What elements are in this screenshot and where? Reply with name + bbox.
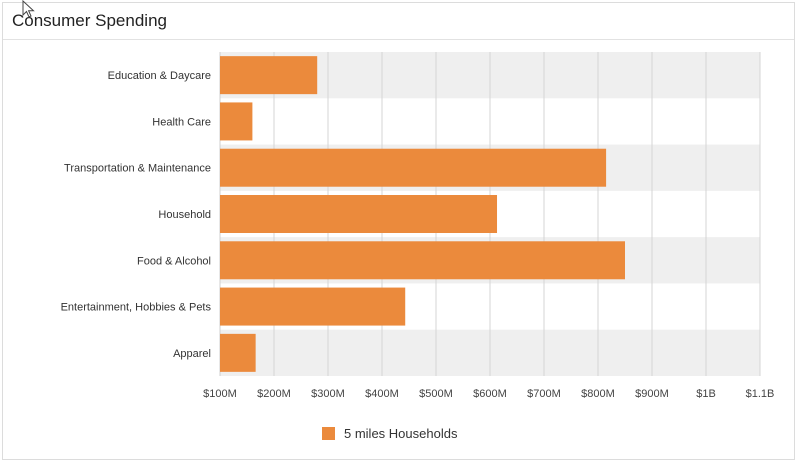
bar-chart: Education & Daycare Health Care Transporta… [61, 52, 774, 400]
x-axis-tick-labels: $100M $200M $300M $400M $500M $600M $700M $800M… [203, 388, 774, 400]
legend-swatch [322, 427, 335, 440]
x-tick-label: $200M [257, 388, 291, 400]
bar[interactable] [220, 287, 406, 326]
bar[interactable] [220, 56, 318, 95]
category-label: Entertainment, Hobbies & Pets [61, 302, 212, 314]
category-label: Health Care [152, 116, 211, 128]
x-tick-label: $500M [419, 388, 453, 400]
x-tick-label: $1B [696, 388, 716, 400]
category-label: Education & Daycare [108, 70, 211, 82]
category-label: Food & Alcohol [137, 255, 211, 267]
mouse-cursor-icon [22, 0, 35, 18]
category-label: Transportation & Maintenance [64, 163, 211, 175]
category-label: Apparel [173, 348, 211, 360]
bar[interactable] [220, 195, 498, 233]
x-tick-label: $700M [527, 388, 561, 400]
x-tick-label: $100M [203, 388, 237, 400]
chart-legend[interactable]: 5 miles Households [322, 426, 457, 441]
bars [220, 56, 625, 372]
bar[interactable] [220, 102, 253, 141]
legend-label: 5 miles Households [344, 426, 458, 441]
bar[interactable] [220, 148, 607, 187]
x-tick-label: $600M [473, 388, 507, 400]
card-header: Consumer Spending [3, 3, 794, 40]
category-label: Household [158, 209, 211, 221]
bar[interactable] [220, 333, 256, 372]
x-tick-label: $400M [365, 388, 399, 400]
page-title: Consumer Spending [12, 11, 167, 30]
x-tick-label: $300M [311, 388, 345, 400]
category-labels: Education & Daycare Health Care Transporta… [61, 70, 212, 360]
x-tick-label: $800M [581, 388, 615, 400]
x-tick-label: $1.1B [746, 388, 775, 400]
bar[interactable] [220, 241, 625, 280]
x-tick-label: $900M [635, 388, 669, 400]
